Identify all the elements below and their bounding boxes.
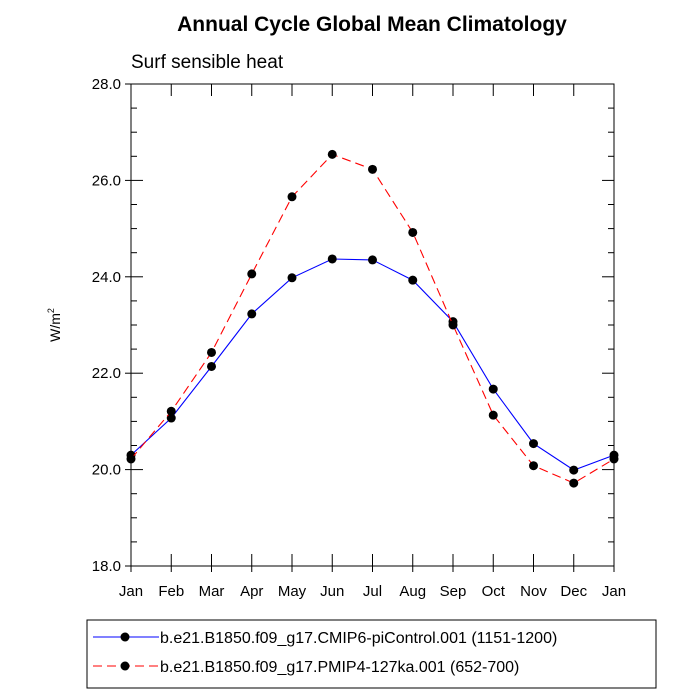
chart-subtitle: Surf sensible heat xyxy=(131,52,284,73)
x-tick-label: Jan xyxy=(119,583,143,600)
x-tick-label: Sep xyxy=(440,583,467,600)
series-1-point xyxy=(529,439,538,449)
y-tick-label: 20.0 xyxy=(92,462,121,479)
plot-area: 18.0 20.0 22.0 24.0 26.0 28.0 Jan Feb Mar Apr May J… xyxy=(92,76,626,600)
y-tick-label: 28.0 xyxy=(92,76,121,93)
x-tick-label: Jul xyxy=(363,583,382,600)
series-2-point xyxy=(448,320,458,330)
legend-box xyxy=(86,619,657,689)
series-1-point xyxy=(488,384,498,394)
y-axis-label-base: W/m xyxy=(47,313,63,342)
y-tick-label: 26.0 xyxy=(92,172,121,189)
series-line-2 xyxy=(130,153,615,484)
series-1-point xyxy=(327,254,337,264)
y-tick-label: 24.0 xyxy=(92,269,121,286)
x-tick-label: Jun xyxy=(320,583,344,600)
legend: b.e21.B1850.f09_g17.CMIP6-piControl.001 … xyxy=(86,619,657,689)
series-2-point xyxy=(327,149,337,159)
y-tick-label: 18.0 xyxy=(92,558,121,575)
series-2-point xyxy=(166,406,176,416)
legend-swatch-marker-2 xyxy=(120,661,130,671)
legend-entry-2: b.e21.B1850.f09_g17.PMIP4-127ka.001 (652… xyxy=(160,659,519,676)
series-2-point xyxy=(488,410,498,420)
series-1-point xyxy=(408,275,418,285)
series-1-point xyxy=(166,413,176,423)
series-1-point xyxy=(247,309,257,319)
series-1-point xyxy=(368,255,377,265)
series-2-point xyxy=(569,478,579,488)
series-2-point xyxy=(408,227,418,237)
y-axis-label-superscript: 2 xyxy=(46,308,56,313)
series-2-point xyxy=(287,192,297,202)
legend-entry-1: b.e21.B1850.f09_g17.CMIP6-piControl.001 … xyxy=(160,630,557,647)
x-tick-label: May xyxy=(278,583,307,600)
series-2-point xyxy=(368,164,377,174)
x-tick-label: Dec xyxy=(560,583,587,600)
legend-swatch-marker-1 xyxy=(120,632,130,642)
x-tick-label: Jan xyxy=(602,583,626,600)
series-2-point xyxy=(247,269,257,279)
x-tick-label: Nov xyxy=(520,583,547,600)
series-2-point xyxy=(207,347,216,357)
series-2-point xyxy=(529,461,538,471)
series-2-point xyxy=(126,454,136,464)
series-1-point xyxy=(569,465,579,475)
x-tick-label: Apr xyxy=(240,583,263,600)
x-tick-label: Feb xyxy=(158,583,184,600)
x-tick-label: Mar xyxy=(199,583,225,600)
series-1-point xyxy=(207,361,216,371)
plot-frame xyxy=(130,83,615,567)
series-1-point xyxy=(287,273,297,283)
y-axis-label: W/m2 xyxy=(46,308,63,342)
y-tick-label: 22.0 xyxy=(92,365,121,382)
x-tick-label: Aug xyxy=(399,583,426,600)
x-tick-label: Oct xyxy=(482,583,506,600)
series-2-point xyxy=(609,454,619,464)
chart-title: Annual Cycle Global Mean Climatology xyxy=(177,13,567,36)
